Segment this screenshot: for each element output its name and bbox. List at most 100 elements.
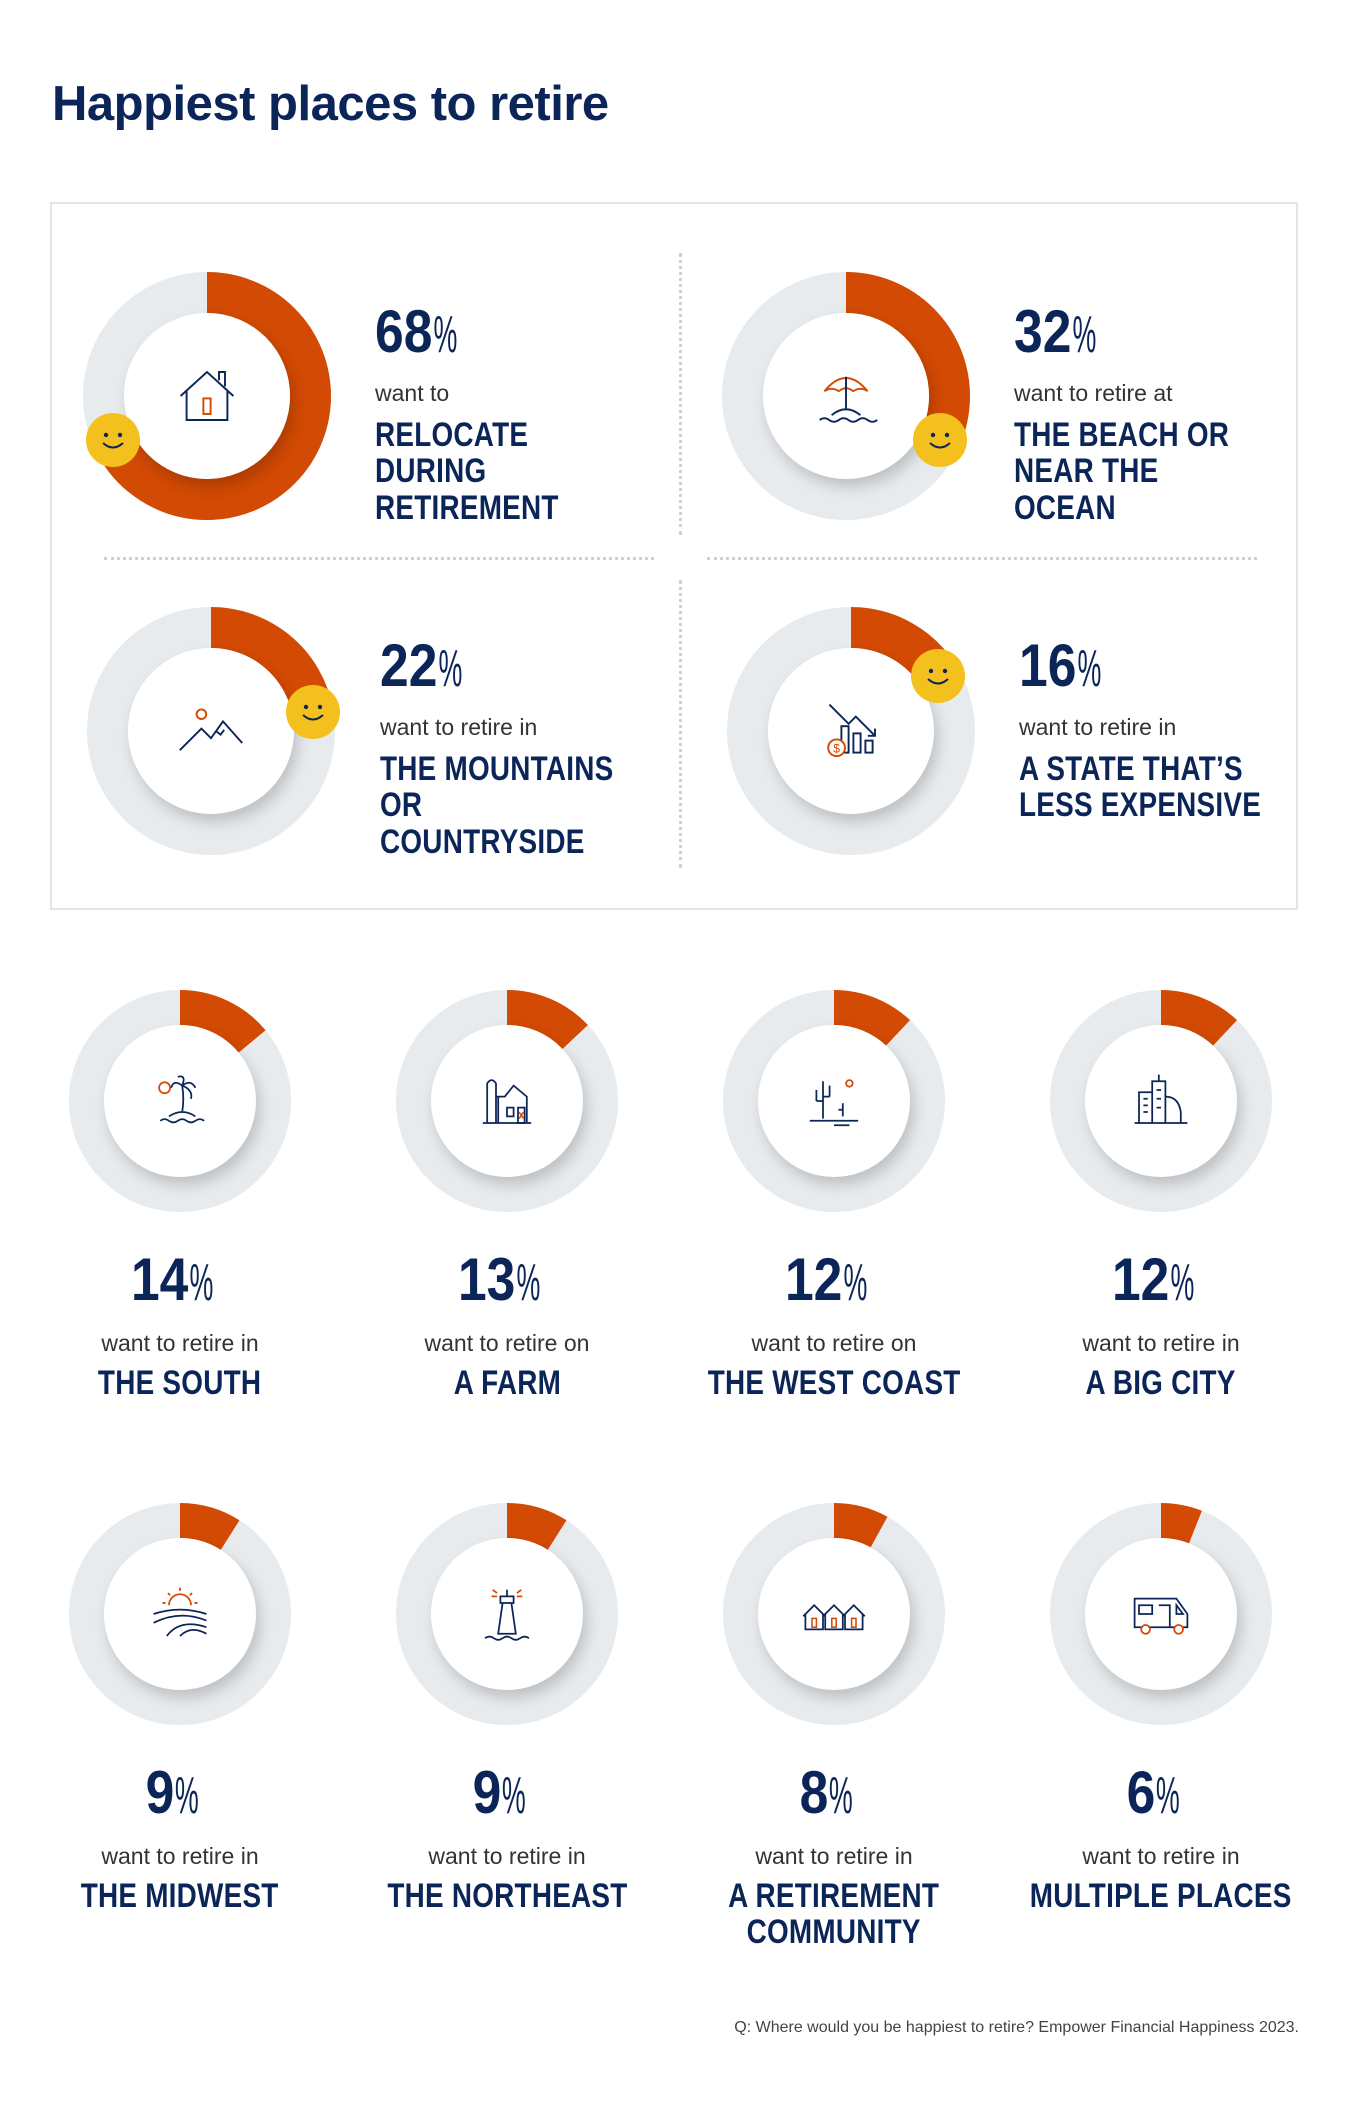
percent-number: 12: [784, 1246, 843, 1313]
donut-5: [69, 990, 291, 1212]
stat-lead-text: want to retire in: [1082, 1330, 1240, 1356]
stat-label: THE BEACH OR NEAR THE OCEAN: [1014, 416, 1230, 527]
donut-12: [1050, 1503, 1272, 1725]
percent-number: 68: [375, 298, 433, 365]
footnote: Q: Where would you be happiest to retire…: [734, 2019, 1299, 2036]
percent-number: 8: [799, 1759, 829, 1826]
donut-center: [431, 1025, 583, 1177]
donut-ring: [722, 272, 970, 520]
stat-lead-text: want to retire in: [428, 1843, 586, 1869]
percent-number: 16: [1019, 632, 1077, 699]
divider-vertical: [679, 253, 682, 535]
percent-value: 22%: [380, 636, 478, 696]
donut-ring: [396, 1503, 618, 1725]
donut-value-arc: [87, 607, 335, 855]
donut-center: [1085, 1538, 1237, 1690]
page-title: Happiest places to retire: [52, 77, 609, 131]
donut-ring: [83, 272, 331, 520]
percent-sign: %: [174, 1767, 199, 1825]
cactus-desert-icon: [809, 1079, 859, 1127]
donut-value-arc: [396, 990, 618, 1212]
palm-island-icon: [158, 1075, 205, 1124]
percent-number: 12: [1111, 1246, 1170, 1313]
percent-number: 14: [130, 1246, 189, 1313]
donut-10: [396, 1503, 618, 1725]
stat-label: THE SOUTH: [98, 1364, 262, 1402]
stat-text: 12% want to retire on THE WEST COAST: [674, 1250, 994, 1402]
percent-sign: %: [433, 306, 458, 364]
smiley-face-icon: [912, 413, 967, 468]
donut-value-arc: [1050, 1503, 1272, 1725]
percent-value: 12%: [785, 1250, 883, 1310]
lighthouse-icon: [484, 1589, 530, 1641]
stat-text: 8% want to retire in A RETIREMENT COMMUN…: [674, 1763, 994, 1951]
percent-number: 13: [457, 1246, 516, 1313]
stat-label: MULTIPLE PLACES: [1030, 1877, 1292, 1915]
smiley-face-icon: [911, 648, 966, 703]
donut-2: [722, 272, 970, 520]
donut-value-arc: [727, 607, 975, 855]
stat-lead-text: want to retire at: [1014, 380, 1173, 406]
percent-sign: %: [438, 640, 463, 698]
percent-sign: %: [828, 1767, 853, 1825]
stat-text: 14% want to retire in THE SOUTH: [20, 1250, 340, 1402]
rv-camper-icon: [1133, 1597, 1189, 1635]
percent-sign: %: [501, 1767, 526, 1825]
divider-vertical: [679, 580, 682, 868]
donut-center: [758, 1538, 910, 1690]
percent-value: 13%: [458, 1250, 556, 1310]
percent-sign: %: [516, 1254, 541, 1312]
city-buildings-icon: [1134, 1074, 1188, 1124]
stat-label: A BIG CITY: [1085, 1364, 1237, 1402]
percent-value: 16%: [1019, 636, 1117, 696]
smiley-face-icon: [86, 413, 141, 468]
percent-sign: %: [1072, 306, 1097, 364]
donut-center: [128, 648, 294, 814]
donut-value-arc: [396, 1503, 618, 1725]
stat-lead-text: want to retire in: [755, 1843, 913, 1869]
barn-icon: [482, 1079, 532, 1124]
percent-sign: %: [1077, 640, 1102, 698]
percent-sign: %: [189, 1254, 214, 1312]
donut-center: [1085, 1025, 1237, 1177]
donut-center: [431, 1538, 583, 1690]
percent-sign: %: [1170, 1254, 1195, 1312]
stat-label: A RETIREMENT COMMUNITY: [728, 1877, 940, 1952]
donut-ring: [723, 990, 945, 1212]
percent-value: 14%: [131, 1250, 229, 1310]
stat-text: 12% want to retire in A BIG CITY: [1001, 1250, 1321, 1402]
percent-value: 12%: [1112, 1250, 1210, 1310]
stat-text: 22% want to retire in THE MOUNTAINS OR C…: [380, 636, 680, 860]
donut-3: [87, 607, 340, 855]
stat-text: 6% want to retire in MULTIPLE PLACES: [1001, 1763, 1321, 1915]
stat-label: THE WEST COAST: [707, 1364, 961, 1402]
donut-6: [396, 990, 618, 1212]
percent-value: 32%: [1014, 302, 1112, 362]
percent-sign: %: [1155, 1767, 1180, 1825]
stat-text: 13% want to retire on A FARM: [347, 1250, 667, 1402]
percent-value: 9%: [472, 1763, 541, 1823]
donut-center: [763, 313, 929, 479]
stat-lead-text: want to retire in: [1019, 714, 1177, 740]
stat-label: A FARM: [453, 1364, 561, 1402]
stat-text: 16% want to retire in A STATE THAT’S LES…: [1019, 636, 1319, 824]
donut-1: [83, 272, 331, 520]
percent-value: 8%: [799, 1763, 868, 1823]
donut-9: [69, 1503, 291, 1725]
stat-text: 68% want to RELOCATE DURING RETIREMENT: [375, 302, 675, 526]
donut-value-arc: [83, 272, 331, 520]
percent-value: 9%: [145, 1763, 214, 1823]
mountains-icon: [179, 708, 243, 751]
donut-value-arc: [69, 1503, 291, 1725]
houses-row-icon: [802, 1603, 866, 1631]
stat-text: 9% want to retire in THE NORTHEAST: [347, 1763, 667, 1915]
donut-ring: [723, 1503, 945, 1725]
stat-lead-text: want to retire on: [424, 1330, 590, 1356]
donut-center: [124, 313, 290, 479]
stat-label: THE MOUNTAINS OR COUNTRYSIDE: [380, 750, 614, 861]
stat-lead-text: want to retire on: [751, 1330, 917, 1356]
donut-ring: [1050, 1503, 1272, 1725]
donut-ring: [1050, 990, 1272, 1212]
stat-lead-text: want to retire in: [1082, 1843, 1240, 1869]
donut-ring: [69, 1503, 291, 1725]
